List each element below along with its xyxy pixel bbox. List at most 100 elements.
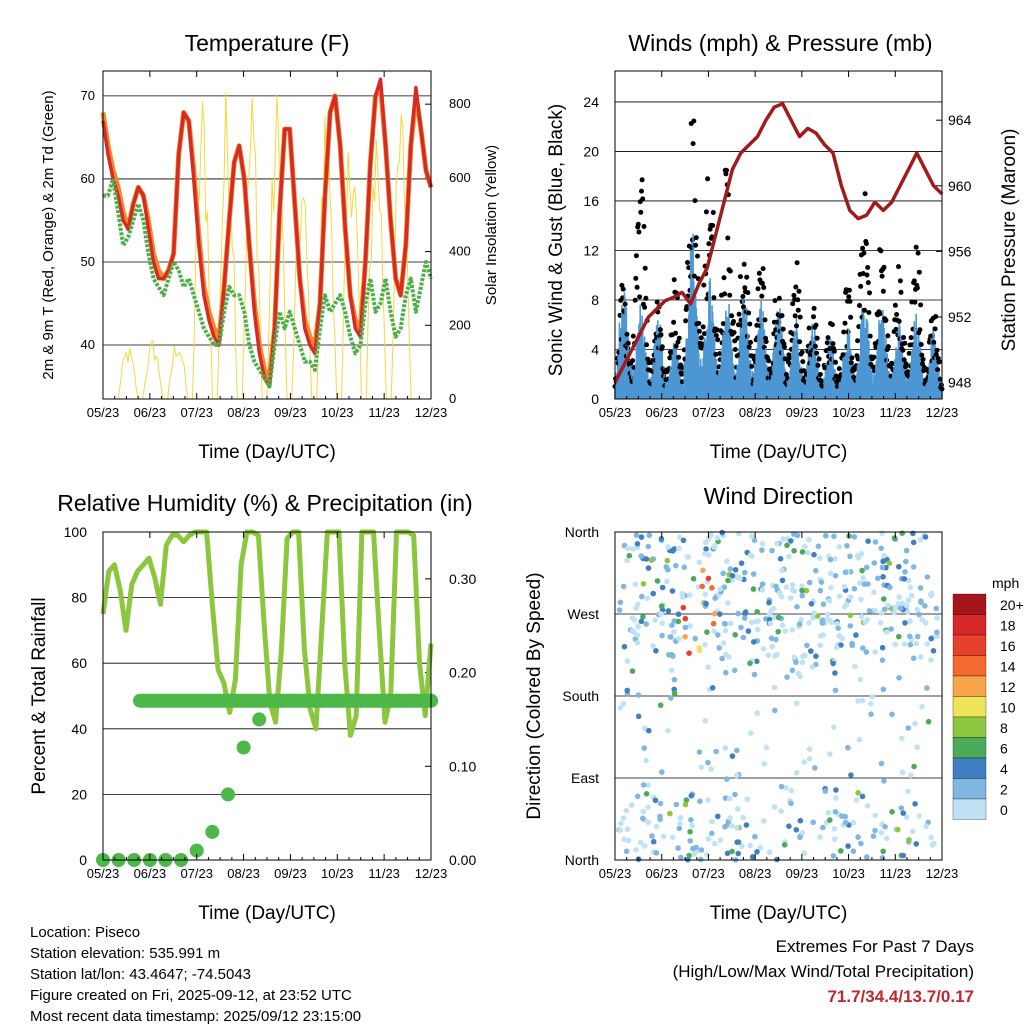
direction-point [806, 756, 813, 762]
gust-point [855, 338, 861, 344]
direction-point [723, 669, 729, 676]
gust-point [935, 367, 941, 373]
direction-point [735, 850, 741, 857]
gust-point [846, 294, 852, 300]
direction-point [898, 805, 905, 811]
gust-point [638, 209, 644, 215]
direction-point [779, 622, 786, 628]
gust-point [867, 290, 872, 296]
y-axis-label: Percent & Total Rainfall [29, 597, 50, 794]
direction-point [922, 534, 929, 540]
gust-point [713, 351, 719, 357]
direction-point [698, 856, 704, 863]
direction-point [901, 641, 908, 647]
legend-label: 2 [1000, 782, 1008, 798]
direction-point [708, 532, 714, 538]
gust-point [842, 320, 848, 326]
direction-point [645, 565, 652, 571]
gust-point [683, 318, 689, 324]
direction-point [676, 534, 683, 541]
direction-point [624, 687, 630, 694]
direction-point [733, 772, 740, 779]
direction-point [924, 574, 931, 580]
direction-point [928, 657, 934, 663]
direction-point [907, 618, 913, 624]
direction-point [910, 655, 917, 662]
gust-point [782, 344, 787, 350]
gust-point [737, 274, 743, 280]
direction-point [702, 591, 709, 598]
gust-point [817, 372, 823, 377]
direction-point [630, 546, 636, 552]
direction-point [751, 639, 757, 645]
gust-point [639, 177, 645, 183]
gust-point [893, 326, 899, 332]
direction-point [777, 556, 784, 562]
direction-point [783, 785, 790, 791]
direction-point [750, 571, 757, 577]
direction-point [799, 829, 806, 836]
direction-point [727, 620, 734, 627]
y-tick-label: 0 [591, 391, 599, 407]
legend-swatch [952, 675, 987, 697]
direction-point [865, 538, 871, 544]
direction-point [766, 611, 773, 618]
direction-point [686, 592, 693, 598]
direction-point [836, 593, 843, 600]
direction-point [688, 817, 694, 823]
direction-point [692, 635, 698, 642]
direction-point [671, 690, 678, 697]
direction-point [717, 586, 723, 592]
gust-point [878, 248, 884, 254]
x-tick-label: 06/23 [645, 405, 678, 420]
x-tick-label: 05/23 [599, 866, 632, 881]
direction-point [657, 702, 664, 708]
direction-point [712, 595, 718, 601]
precip-point [236, 740, 251, 755]
direction-point [847, 623, 854, 629]
direction-point [738, 624, 744, 631]
legend-swatch [952, 634, 987, 656]
direction-point [859, 567, 865, 574]
chart-title: Temperature (F) [185, 30, 350, 56]
y-tick-label: 16 [583, 193, 599, 209]
direction-point [850, 819, 857, 826]
gust-point [880, 288, 886, 294]
direction-point [740, 814, 746, 821]
direction-point [635, 623, 641, 629]
direction-point [729, 753, 736, 759]
gust-point [861, 250, 867, 256]
direction-point [623, 848, 630, 855]
direction-point [817, 633, 824, 639]
direction-point [744, 796, 751, 802]
gust-point [795, 297, 801, 303]
direction-point [905, 725, 912, 731]
direction-point [872, 827, 878, 834]
extremes-subtitle: (High/Low/Max Wind/Total Precipitation) [672, 962, 974, 981]
direction-point [828, 570, 834, 577]
direction-point [653, 823, 660, 830]
gust-point [917, 327, 923, 333]
insolation-series [266, 93, 288, 400]
direction-point [667, 634, 674, 640]
gust-point [867, 333, 873, 339]
gust-point [815, 362, 821, 368]
direction-point [649, 833, 655, 839]
direction-point [617, 705, 623, 711]
direction-point [851, 585, 858, 592]
extremes-title: Extremes For Past 7 Days [775, 937, 974, 956]
precip-point [189, 843, 204, 858]
gust-point [865, 265, 871, 270]
gust-point [721, 275, 727, 281]
direction-point [842, 813, 849, 820]
direction-point [715, 813, 721, 820]
gust-point [825, 335, 831, 341]
gust-point [846, 287, 852, 293]
direction-point [832, 687, 839, 694]
direction-point [905, 788, 911, 795]
insolation-series [390, 114, 412, 400]
direction-point [759, 581, 766, 587]
gust-point [690, 141, 696, 147]
direction-point [774, 540, 780, 547]
direction-point [742, 569, 748, 576]
